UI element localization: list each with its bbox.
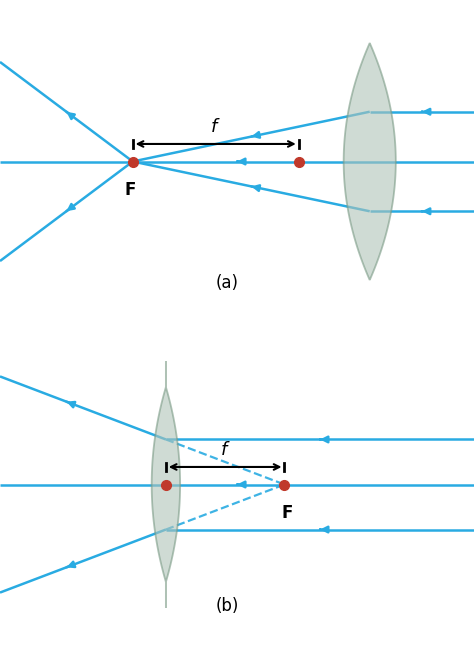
Text: $f$: $f$ (220, 441, 230, 459)
Polygon shape (344, 43, 396, 280)
Text: F: F (281, 505, 292, 523)
Text: F: F (125, 182, 136, 200)
Text: (b): (b) (216, 597, 239, 615)
Polygon shape (152, 361, 180, 608)
Text: (a): (a) (216, 274, 239, 292)
Text: $f$: $f$ (210, 118, 221, 136)
